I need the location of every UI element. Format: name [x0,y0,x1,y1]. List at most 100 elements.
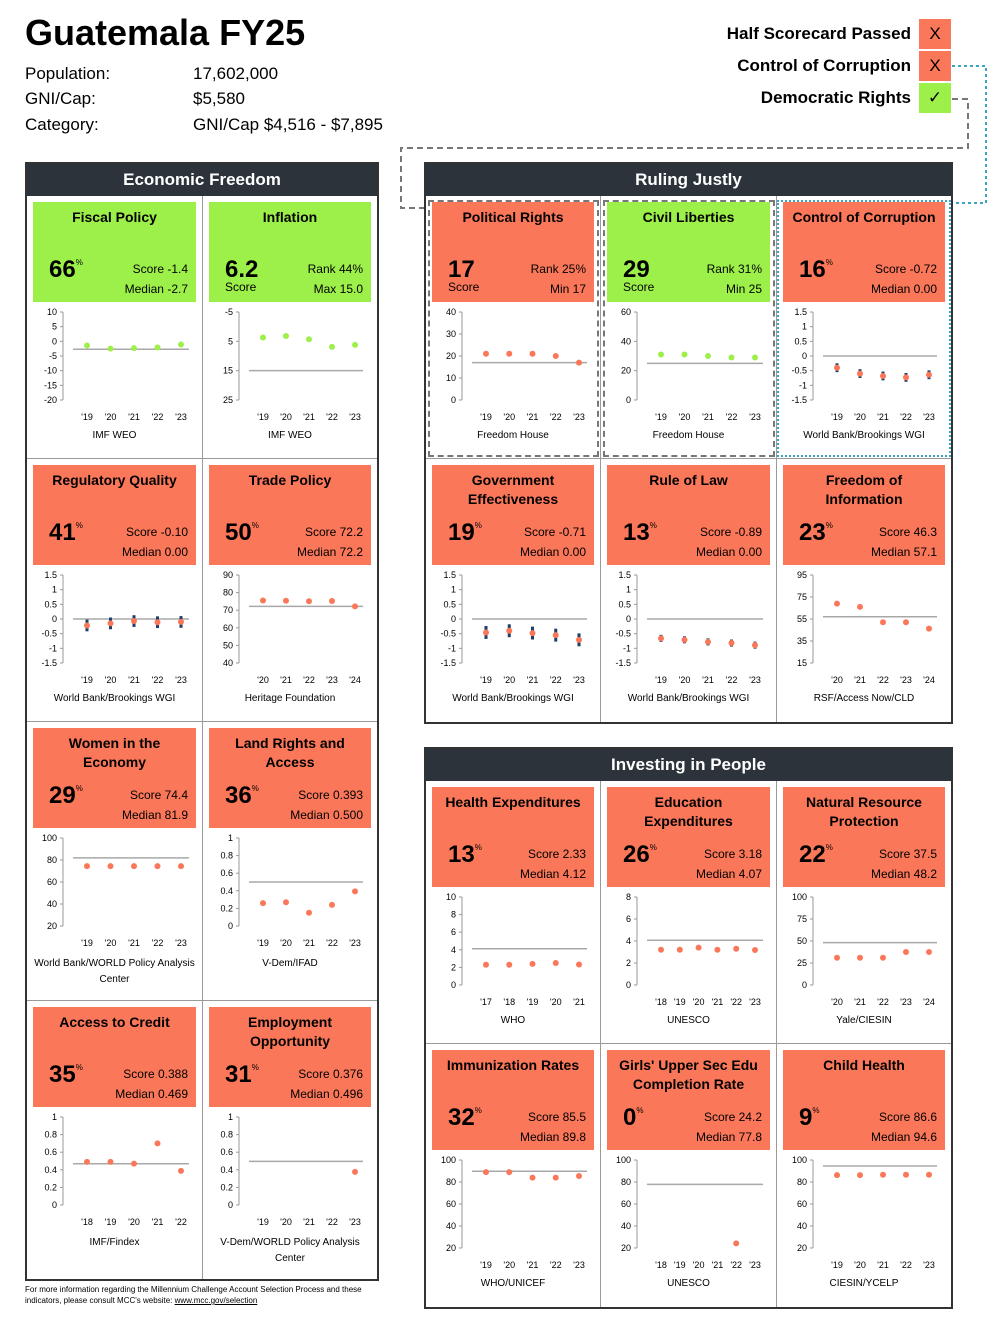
data-point [880,619,886,626]
x-tick-label: '22 [730,1260,742,1270]
y-tick-label: 95 [797,570,807,580]
data-point [506,1169,513,1176]
data-point [178,863,184,870]
data-point [733,1240,740,1247]
indicator-chart: 100 80 60 40 20 '19 '20 '21 '22 '23 [42,833,189,948]
mcc-website-link[interactable]: www.mcc.gov/selection [174,1296,258,1305]
y-tick-label: 100 [42,833,57,843]
x-tick-label: '21 [712,997,724,1007]
x-tick-label: '20 [831,997,843,1007]
x-tick-label: '21 [854,997,866,1007]
y-tick-label: -1.5 [615,658,631,668]
x-tick-label: '22 [326,412,338,422]
y-tick-label: 0 [626,980,631,990]
x-tick-label: '20 [693,1260,705,1270]
percent-sign: % [636,1106,644,1115]
y-tick-label: 0.8 [220,1130,233,1140]
indicator-score: Rank 31% [706,262,762,276]
data-point [857,954,863,961]
data-point [107,345,114,352]
indicator-value: 66% [49,256,83,283]
y-tick-label: -0.5 [615,629,631,639]
indicator-title: Immunization Rates [446,1057,580,1073]
y-tick-label: 1 [52,585,57,595]
indicator-card: Rule of Law 13% Score -0.89 Median 0.00 [607,465,770,565]
data-point [154,863,161,870]
indicator-threshold: Median 0.00 [121,545,188,559]
y-tick-label: 100 [792,1155,807,1165]
x-tick-label: '20 [503,1260,515,1270]
data-source: World Bank/Brookings WGI [452,693,574,704]
indicator-title: Employment Opportunity [247,1014,332,1049]
criterion-status-badge: ✓ [918,82,952,114]
percent-sign: % [251,784,259,793]
indicator-score: Score 24.2 [703,1110,762,1124]
y-tick-label: 8 [626,892,631,902]
percent-sign: % [825,843,833,852]
x-tick-label: '20 [503,675,515,685]
indicator-chart: 1 0.8 0.6 0.4 0.2 0 '19 '20 '21 '22 '23 [220,1112,363,1227]
indicator-value: 22% [799,841,833,868]
indicator-card: Government Effectiveness 19% Score -0.71 Me… [432,465,594,565]
x-tick-label: '23 [923,1260,935,1270]
data-point [131,863,137,870]
y-tick-label: 80 [621,1177,631,1187]
indicator-card: Health Expenditures 13% Score 2.33 Median 4… [432,787,594,887]
y-tick-label: 0 [802,351,807,361]
y-tick-label: -0.5 [440,629,456,639]
indicator-chart: 60 40 20 0 '19 '20 '21 '22 '23 [621,307,763,422]
gni-value: $5,580 [193,89,245,108]
x-tick-label: '19 [257,1217,269,1227]
y-tick-label: 70 [223,605,233,615]
y-tick-label: 15 [223,366,233,376]
x-tick-label: '20 [105,412,117,422]
data-point [483,350,489,357]
y-tick-label: 0.5 [618,599,631,609]
y-tick-label: -5 [225,307,233,317]
x-tick-label: '18 [655,1260,667,1270]
data-point [576,359,582,366]
y-tick-label: -0.5 [41,629,57,639]
y-tick-label: -10 [44,366,57,376]
indicator-value: 9% [799,1104,820,1131]
data-point [529,1174,536,1181]
x-tick-label: '21 [877,412,889,422]
y-tick-label: 40 [223,658,233,668]
indicator-threshold: Median 57.1 [870,545,937,559]
data-point [880,372,886,379]
ruling-justly-section: Ruling Justly Political Rights 17 Score Ran… [424,162,953,724]
indicator-card: Employment Opportunity 31% Score 0.376 Medi… [209,1007,371,1107]
gni-label: GNI/Cap: [25,89,96,108]
indicator-women-in-economy: Women in the Economy 29% Score 74.4 Median … [27,722,203,1001]
y-tick-label: 20 [621,366,631,376]
y-tick-label: 1.5 [44,570,57,580]
indicator-card: Education Expenditures 26% Score 3.18 Media… [607,787,770,887]
data-point [529,960,536,967]
indicator-value-caption: Score [225,280,257,294]
y-tick-label: 20 [621,1243,631,1253]
y-tick-label: 75 [797,592,807,602]
data-point [306,909,312,916]
x-tick-label: '22 [175,1217,187,1227]
percent-sign: % [812,1106,820,1115]
data-point [154,1140,161,1147]
x-tick-label: '20 [105,938,117,948]
data-point [84,863,90,870]
indicator-card: Inflation 6.2 Score Rank 44% Max 15.0 [209,202,371,302]
indicator-natural-resource-protection: Natural Resource Protection 22% Score 37.5… [777,781,951,1044]
gni-row: GNI/Cap: $5,580 [25,89,245,109]
indicator-card: Freedom of Information 23% Score 46.3 Media… [783,465,945,565]
data-point [752,642,758,649]
percent-sign: % [474,521,482,530]
y-tick-label: 40 [47,899,57,909]
x-tick-label: '23 [900,675,912,685]
indicator-title: Health Expenditures [445,794,581,810]
indicator-chart: 1 0.8 0.6 0.4 0.2 0 '19 '20 '21 '22 '23 [220,833,363,948]
page-title: Guatemala FY25 [25,12,306,53]
data-point [178,618,184,625]
x-tick-label: '21 [573,997,585,1007]
data-point [131,1160,137,1167]
indicator-threshold: Median 48.2 [870,867,937,881]
indicator-threshold: Median 77.8 [695,1130,762,1144]
criterion-label: Half Scorecard Passed [726,24,911,43]
